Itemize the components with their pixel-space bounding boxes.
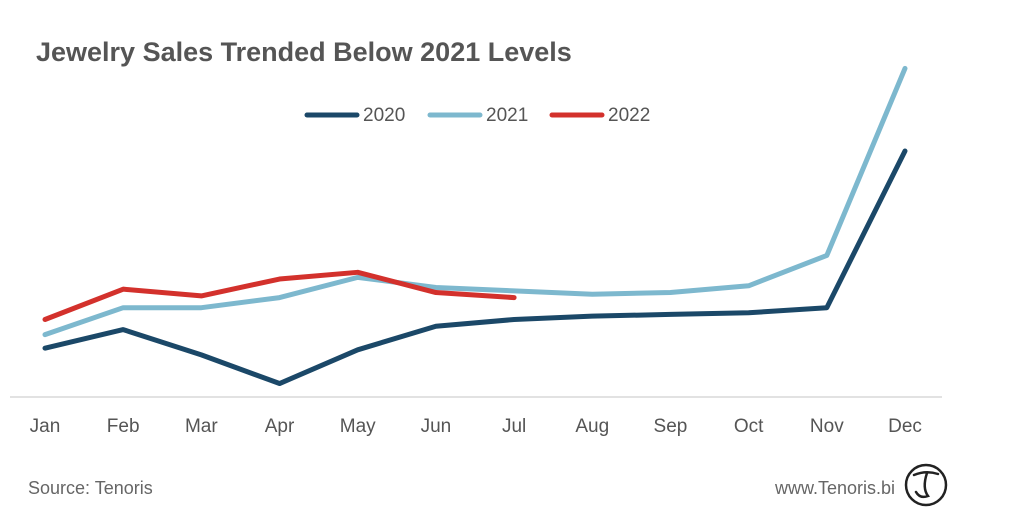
x-tick-label: Aug <box>575 416 609 437</box>
x-tick-label: Feb <box>107 416 140 437</box>
x-tick-label: Mar <box>185 416 218 437</box>
logo <box>904 463 948 507</box>
x-tick-label: Jul <box>502 416 526 437</box>
source: Source: Tenoris <box>28 478 153 498</box>
legend-label: 2021 <box>486 105 528 126</box>
x-tick-label: May <box>340 416 376 437</box>
legend-label: 2022 <box>608 105 650 126</box>
series-line <box>42 65 908 338</box>
legend-label: 2020 <box>363 105 405 126</box>
x-tick-label: Jan <box>30 416 61 437</box>
x-tick-label: Sep <box>654 416 688 437</box>
x-tick-label: Nov <box>810 416 844 437</box>
x-tick-label: Dec <box>888 416 922 437</box>
x-tick-label: Apr <box>265 416 295 437</box>
series-line <box>42 148 908 387</box>
series-line <box>42 269 517 322</box>
x-tick-label: Oct <box>734 416 764 437</box>
x-tick-label: Jun <box>421 416 452 437</box>
website: www.Tenoris.bi <box>774 478 895 498</box>
chart-title: Jewelry Sales Trended Below 2021 Levels <box>36 37 572 67</box>
